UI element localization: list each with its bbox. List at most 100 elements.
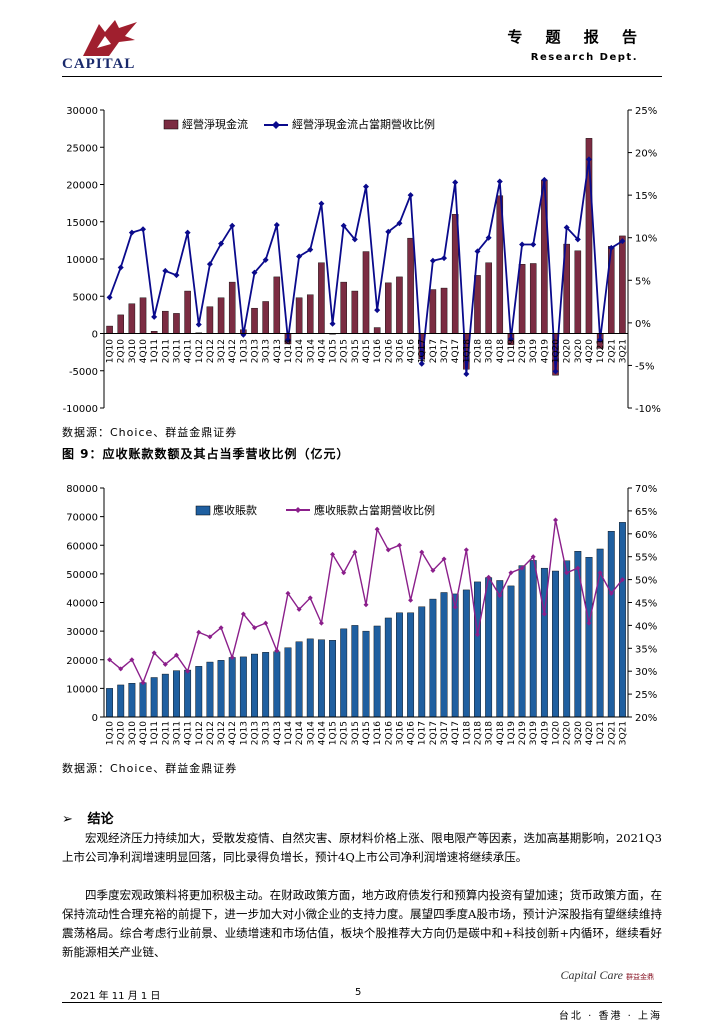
ratio-point [374,307,381,314]
ratio-point [585,156,592,163]
bar [318,262,325,334]
bar [563,560,571,718]
category-label: 3Q15 [351,339,361,363]
category-label: 4Q11 [184,721,194,745]
category-label: 2Q11 [161,339,171,363]
ratio-point [574,236,581,243]
bullet-arrow-icon: ➢ [62,812,73,827]
left-tick-label: 50000 [66,570,98,581]
legend-line-label: 經營淨現金流占當期營收比例 [292,117,435,131]
ratio-point [173,652,179,658]
ratio-point [430,567,436,573]
ratio-point [296,606,302,612]
right-tick-label: 5% [635,276,651,287]
category-label: 1Q17 [418,721,428,745]
bar [150,677,158,718]
ratio-point [207,634,213,640]
category-label: 3Q13 [262,339,272,363]
category-label: 2Q21 [607,721,617,745]
ratio-point [608,590,614,596]
category-label: 3Q11 [172,339,182,363]
bar [340,281,347,334]
category-label: 1Q19 [507,721,517,746]
bar [117,314,124,334]
legend-bar-swatch [195,505,211,516]
legend-line-marker [295,507,301,513]
ratio-point [195,321,202,328]
category-label: 2Q13 [251,721,261,745]
bar [128,683,136,718]
brand-cn-text: 群益金鼎 [626,973,654,981]
ratio-point [106,294,113,301]
category-label: 1Q17 [418,339,428,363]
bar [362,251,370,334]
right-tick-label: 60% [635,530,657,541]
category-label: 3Q21 [618,339,628,363]
right-tick-label: -5% [635,361,654,372]
left-tick-label: 80000 [66,484,98,495]
category-label: 2Q14 [295,339,305,364]
ratio-point [463,370,470,377]
bar [373,327,381,334]
ratio-point [497,593,503,599]
bar [306,638,314,718]
category-label: 2Q15 [340,339,350,363]
ratio-point [185,668,191,674]
ratio-point [129,657,135,663]
ratio-point [352,549,358,555]
ratio-point [162,267,169,274]
bar [440,592,448,718]
ratio-point [452,604,458,610]
category-label: 2Q18 [473,721,483,746]
ratio-point [262,256,269,263]
ratio-point [284,336,291,343]
category-label: 1Q14 [284,339,294,364]
bar [161,673,169,718]
ratio-point [385,547,391,553]
category-label: 4Q12 [228,339,238,363]
category-label: 2Q17 [429,721,439,745]
bar [251,653,258,718]
legend-line-marker [272,121,280,129]
bar [440,287,448,334]
legend-line-label: 應收賬款占當期營收比例 [314,503,435,517]
legend-bar-label: 應收賬款 [213,503,257,517]
ratio-point [151,313,158,320]
bar [451,593,459,718]
bar [429,289,437,334]
category-label: 1Q21 [596,721,606,745]
ratio-point [341,570,347,576]
ratio-point [485,234,492,241]
category-label: 3Q14 [306,339,316,364]
bar [139,682,147,718]
bar [217,297,225,334]
ratio-point [117,264,124,271]
ratio-point [563,224,570,231]
bar [106,325,113,334]
left-tick-label: 20000 [66,181,98,192]
category-label: 3Q13 [262,721,272,745]
operating-cashflow-chart: 30000 25000 20000 15000 10000 5000 0 -5000 -1000… [63,106,661,415]
ratio-point [363,602,369,608]
ratio-point [496,178,503,185]
bar [228,657,236,718]
category-label: 3Q16 [395,339,405,364]
ratio-point [140,226,147,233]
category-label: 1Q18 [462,721,472,746]
category-label: 4Q15 [362,339,372,363]
category-label: 4Q12 [228,721,238,745]
category-label: 4Q18 [496,721,506,746]
ratio-point [218,240,225,247]
category-label: 2Q11 [161,721,171,745]
ratio-point [273,221,280,228]
category-label: 4Q13 [273,721,283,745]
bar [173,670,180,718]
category-label: 3Q11 [172,721,182,745]
ratio-point [374,526,380,532]
ratio-point [586,620,592,626]
ratio-point [608,244,615,251]
category-label: 3Q14 [306,721,316,746]
ratio-point [274,648,280,654]
ratio-point [173,272,180,279]
category-label: 4Q16 [407,339,417,364]
